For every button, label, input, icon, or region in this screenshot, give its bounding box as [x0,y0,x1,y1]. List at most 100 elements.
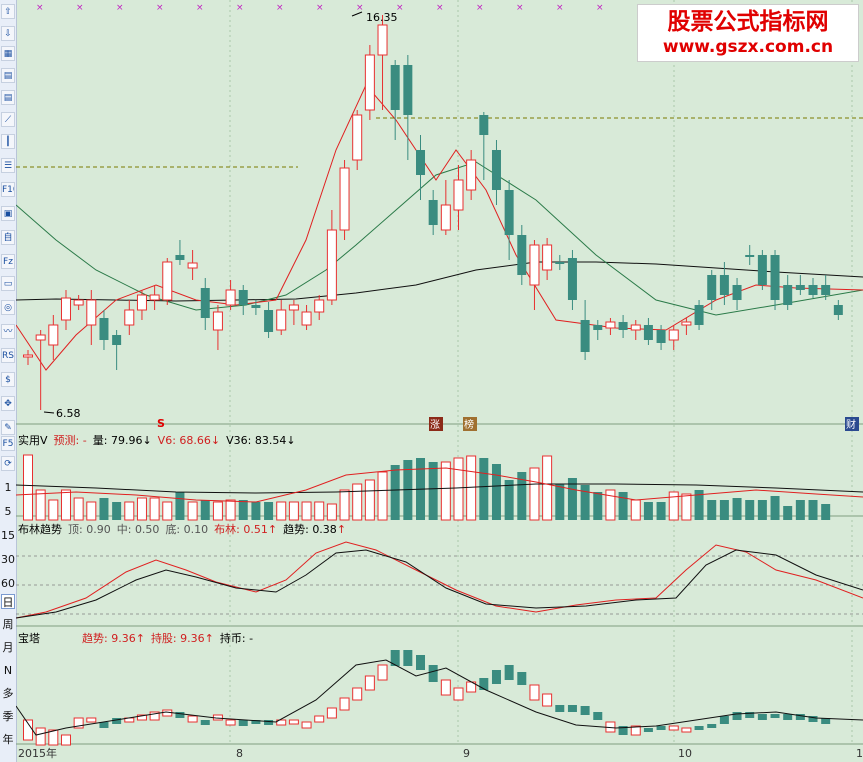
candle-body[interactable] [567,258,577,300]
calc-icon[interactable]: ▣ [1,206,15,221]
volume-bar[interactable] [225,499,236,521]
candle-body[interactable] [643,325,653,340]
volume-bar[interactable] [364,479,375,521]
up-arrow-icon[interactable]: ⇧ [1,4,15,19]
volume-bar[interactable] [48,499,59,521]
wave-icon[interactable]: 〰 [1,324,15,339]
candle-body[interactable] [428,200,438,225]
candle-body[interactable] [60,297,71,321]
candle-body[interactable] [200,288,210,318]
period-button[interactable]: 季 [2,710,14,723]
candle-body[interactable] [251,305,261,308]
candle-body[interactable] [162,261,173,301]
candle-body[interactable] [580,320,590,352]
volume-bar[interactable] [251,502,261,520]
candle-body[interactable] [630,324,641,331]
rsi-icon[interactable]: RSI [1,348,15,363]
dollar-icon[interactable]: $ [1,372,15,387]
volume-bar[interactable] [618,492,628,520]
candle-body[interactable] [23,354,33,358]
candle-body[interactable] [808,285,818,295]
table-icon[interactable]: ▤ [1,68,15,83]
candle-body[interactable] [390,65,400,110]
candle-body[interactable] [288,304,299,311]
volume-bar[interactable] [301,501,312,521]
candle-icon[interactable]: ┃ [1,134,15,149]
candle-body[interactable] [504,190,514,235]
candle-body[interactable] [440,204,451,231]
candle-body[interactable] [276,309,287,331]
volume-bar[interactable] [276,501,287,521]
candle-body[interactable] [48,324,59,346]
candle-body[interactable] [86,299,97,326]
move-icon[interactable]: ✥ [1,396,15,411]
volume-bar[interactable] [694,490,704,520]
candle-body[interactable] [326,229,337,301]
candle-body[interactable] [238,290,248,305]
volume-bar[interactable] [136,497,147,521]
candle-body[interactable] [795,285,805,290]
volume-bar[interactable] [175,492,185,520]
volume-bar[interactable] [504,480,514,520]
period-button[interactable]: 月 [2,641,14,654]
volume-bars[interactable] [16,454,863,521]
candle-body[interactable] [618,322,628,330]
candle-body[interactable] [136,294,147,311]
period-button[interactable]: 日 [1,594,15,609]
candle-body[interactable] [542,244,553,271]
volume-bar[interactable] [314,501,325,521]
volume-bar[interactable] [326,503,337,521]
volume-bar[interactable] [60,489,71,521]
fz-icon[interactable]: Fz [1,254,15,269]
candle-body[interactable] [339,167,350,231]
f10-icon[interactable]: F10 [1,182,15,197]
volume-bar[interactable] [783,506,793,520]
candle-body[interactable] [149,294,160,301]
candle-body[interactable] [707,275,717,300]
volume-bar[interactable] [35,489,46,521]
candle-body[interactable] [555,262,565,264]
volume-bar[interactable] [605,489,616,521]
candle-body[interactable] [364,54,375,111]
candle-body[interactable] [453,179,464,211]
volume-bar[interactable] [555,484,565,520]
volume-bar[interactable] [23,454,33,521]
candle-body[interactable] [73,299,84,306]
volume-bar[interactable] [352,483,363,521]
volume-bar[interactable] [466,455,477,521]
candle-body[interactable] [694,305,704,325]
stock-chart[interactable]: ××××××××××××××××××××× 16.356.58S涨榜财2015年… [16,0,863,762]
candle-body[interactable] [99,318,109,340]
volume-bar[interactable] [745,500,755,520]
candle-body[interactable] [314,299,325,313]
candlesticks[interactable] [23,15,843,410]
volume-bar[interactable] [479,458,489,520]
volume-bar[interactable] [377,471,388,521]
candle-body[interactable] [656,330,666,343]
volume-bar[interactable] [428,462,438,520]
candle-body[interactable] [352,114,363,161]
volume-bar[interactable] [212,501,223,521]
volume-bar[interactable] [517,472,527,520]
candle-body[interactable] [225,289,236,306]
candle-body[interactable] [757,255,767,285]
volume-bar[interactable] [86,501,97,521]
volume-bar[interactable] [757,500,767,520]
volume-bar[interactable] [453,457,464,521]
volume-bar[interactable] [73,497,84,521]
candle-body[interactable] [35,334,46,341]
volume-bar[interactable] [529,467,540,521]
candle-body[interactable] [187,262,198,269]
period-button[interactable]: 周 [2,618,14,631]
candle-body[interactable] [212,311,223,331]
volume-bar[interactable] [719,500,729,520]
candle-body[interactable] [681,321,692,326]
zoom-icon[interactable]: ◎ [1,300,15,315]
volume-bar[interactable] [99,498,109,520]
volume-bar[interactable] [795,500,805,520]
volume-bar[interactable] [149,497,160,521]
f5-icon[interactable]: F5 [1,436,15,451]
volume-bar[interactable] [288,501,299,521]
candle-body[interactable] [403,65,413,115]
candle-body[interactable] [833,305,843,315]
